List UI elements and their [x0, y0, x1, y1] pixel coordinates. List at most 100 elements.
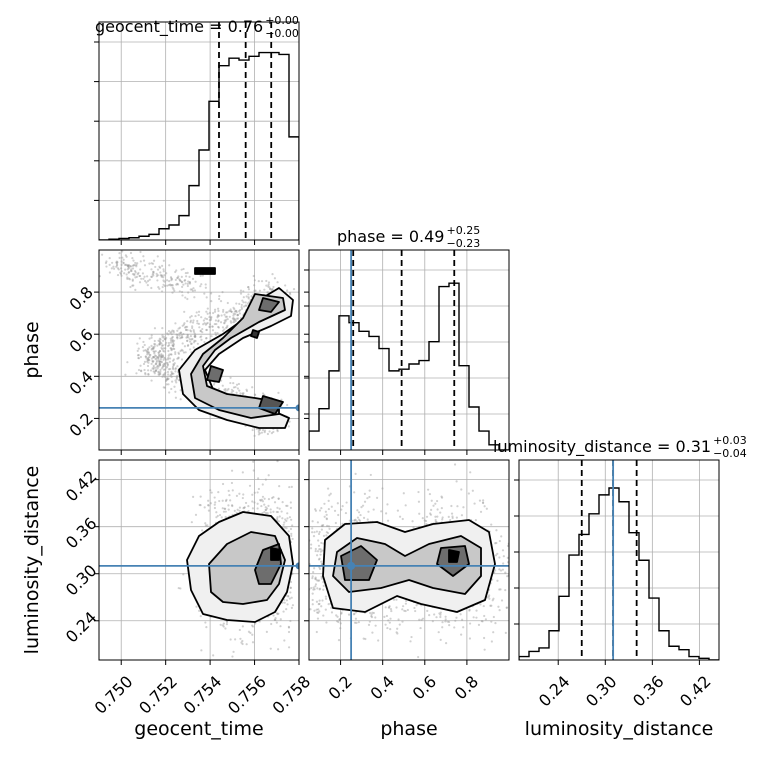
- density-geocent_time-luminosity_distance-ytick-label: 0.24: [62, 608, 101, 647]
- density-geocent_time-luminosity_distance-sample-dot: [263, 503, 266, 506]
- density-geocent_time-phase-sample-dot: [175, 283, 178, 286]
- density-geocent_time-phase-sample-dot: [176, 337, 179, 340]
- density-geocent_time-phase-sample-dot: [265, 279, 268, 283]
- density-geocent_time-luminosity_distance-sample-dot: [238, 509, 241, 512]
- density-geocent_time-phase-contour-inner: [206, 365, 224, 383]
- density-phase-luminosity_distance-sample-dot: [453, 626, 456, 629]
- density-geocent_time-phase-sample-dot: [171, 284, 174, 287]
- density-geocent_time-phase-sample-dot: [183, 326, 187, 329]
- density-phase-luminosity_distance-sample-dot: [402, 492, 405, 495]
- density-geocent_time-phase-sample-dot: [167, 330, 171, 333]
- density-phase-luminosity_distance-sample-dot: [368, 495, 371, 499]
- density-geocent_time-phase-sample-dot: [131, 257, 134, 260]
- density-geocent_time-phase-sample-dot: [172, 344, 175, 347]
- density-geocent_time-phase-sample-dot: [164, 358, 168, 361]
- density-geocent_time-phase-sample-dot: [193, 339, 196, 342]
- density-geocent_time-luminosity_distance-ytick-label: 0.42: [62, 467, 101, 506]
- density-geocent_time-phase-sample-dot: [146, 360, 149, 363]
- density-geocent_time-phase-sample-dot: [153, 342, 156, 346]
- density-phase-luminosity_distance-sample-dot: [370, 616, 374, 619]
- density-geocent_time-phase-sample-dot: [152, 370, 155, 373]
- density-geocent_time-luminosity_distance-sample-dot: [269, 508, 272, 511]
- density-phase-luminosity_distance-sample-dot: [369, 611, 372, 615]
- density-geocent_time-luminosity_distance-sample-dot: [252, 460, 255, 463]
- density-geocent_time-phase-sample-dot: [205, 310, 208, 313]
- density-geocent_time-phase-sample-dot: [146, 284, 149, 287]
- density-geocent_time-phase-sample-dot: [160, 361, 163, 364]
- density-phase-luminosity_distance-sample-dot: [316, 611, 319, 614]
- density-phase-luminosity_distance-sample-dot: [318, 567, 322, 570]
- density-phase-luminosity_distance-sample-dot: [312, 586, 315, 589]
- density-geocent_time-phase-sample-dot: [126, 264, 129, 267]
- density-geocent_time-luminosity_distance-sample-dot: [198, 609, 201, 612]
- density-geocent_time-phase-sample-dot: [144, 355, 147, 358]
- density-geocent_time-luminosity_distance-sample-dot: [260, 498, 263, 501]
- density-geocent_time-phase-sample-dot: [164, 347, 167, 350]
- density-geocent_time-phase-sample-dot: [200, 316, 203, 319]
- density-geocent_time-phase-sample-dot: [200, 338, 203, 341]
- density-geocent_time-phase-sample-dot: [160, 274, 164, 277]
- density-geocent_time-phase-sample-dot: [240, 305, 243, 309]
- density-geocent_time-phase-sample-dot: [232, 382, 235, 385]
- density-geocent_time-phase-sample-dot: [144, 373, 147, 376]
- density-geocent_time-luminosity_distance-sample-dot: [201, 529, 204, 532]
- density-geocent_time-phase-sample-dot: [186, 333, 189, 336]
- density-geocent_time-phase-sample-dot: [250, 294, 253, 298]
- density-geocent_time-phase-sample-dot: [236, 314, 239, 317]
- density-phase-luminosity_distance-sample-dot: [419, 626, 422, 630]
- density-phase-luminosity_distance-sample-dot: [355, 621, 358, 624]
- density-geocent_time-phase-sample-dot: [253, 279, 256, 282]
- density-phase-luminosity_distance-sample-dot: [329, 492, 332, 495]
- density-geocent_time-phase-sample-dot: [267, 291, 270, 294]
- density-geocent_time-phase-sample-dot: [127, 264, 130, 267]
- density-phase-luminosity_distance-sample-dot: [323, 515, 326, 518]
- density-phase-luminosity_distance-sample-dot: [490, 620, 493, 623]
- density-phase-luminosity_distance-sample-dot: [355, 520, 358, 523]
- density-phase-luminosity_distance-sample-dot: [410, 635, 413, 639]
- density-geocent_time-phase-sample-dot: [126, 264, 129, 267]
- density-phase-luminosity_distance-xtick-label: 0.2: [324, 672, 355, 703]
- density-phase-luminosity_distance-sample-dot: [318, 587, 322, 590]
- density-geocent_time-phase-sample-dot: [166, 363, 169, 366]
- density-phase-luminosity_distance-sample-dot: [475, 616, 478, 619]
- density-geocent_time-phase-sample-dot: [232, 306, 235, 309]
- density-geocent_time-phase-sample-dot: [180, 358, 184, 361]
- density-geocent_time-phase-sample-dot: [179, 279, 182, 282]
- density-geocent_time-phase-sample-dot: [193, 335, 196, 338]
- density-geocent_time-luminosity_distance-sample-dot: [281, 517, 284, 520]
- density-geocent_time-luminosity_distance-sample-dot: [225, 498, 228, 502]
- density-geocent_time-phase-sample-dot: [225, 311, 228, 314]
- density-geocent_time-phase-sample-dot: [161, 285, 164, 289]
- density-geocent_time-phase-sample-dot: [142, 362, 146, 366]
- density-geocent_time-luminosity_distance-sample-dot: [259, 499, 262, 502]
- density-geocent_time-phase-sample-dot: [157, 356, 160, 359]
- density-geocent_time-phase-sample-dot: [267, 283, 270, 286]
- density-geocent_time-luminosity_distance-sample-dot: [264, 508, 267, 511]
- density-geocent_time-phase-sample-dot: [131, 284, 134, 287]
- density-geocent_time-phase-sample-dot: [162, 386, 165, 389]
- density-geocent_time-phase-sample-dot: [257, 433, 260, 436]
- density-geocent_time-phase-sample-dot: [235, 383, 239, 386]
- density-phase-luminosity_distance-sample-dot: [353, 519, 357, 522]
- density-geocent_time-phase-sample-dot: [178, 290, 181, 293]
- density-geocent_time-luminosity_distance-sample-dot: [230, 481, 234, 485]
- density-geocent_time-luminosity_distance-sample-dot: [248, 484, 252, 487]
- density-geocent_time-phase-sample-dot: [139, 364, 142, 367]
- density-geocent_time-phase-sample-dot: [217, 326, 220, 329]
- density-geocent_time-phase-sample-dot: [166, 284, 169, 287]
- density-geocent_time-phase-sample-dot: [140, 370, 143, 373]
- density-phase-luminosity_distance-sample-dot: [366, 497, 369, 500]
- density-phase-luminosity_distance-sample-dot: [362, 516, 366, 519]
- density-geocent_time-phase-sample-dot: [223, 319, 226, 322]
- density-geocent_time-phase-sample-dot: [253, 284, 256, 287]
- density-geocent_time-luminosity_distance-sample-dot: [289, 591, 292, 594]
- density-geocent_time-phase-sample-dot: [211, 325, 214, 328]
- density-geocent_time-phase-sample-dot: [189, 330, 193, 333]
- density-geocent_time-phase-sample-dot: [173, 347, 176, 351]
- density-geocent_time-phase-sample-dot: [184, 296, 187, 299]
- density-phase-luminosity_distance-sample-dot: [441, 518, 444, 521]
- density-geocent_time-phase-sample-dot: [158, 343, 161, 346]
- density-geocent_time-phase-sample-dot: [186, 334, 189, 337]
- density-geocent_time-phase-sample-dot: [191, 337, 194, 341]
- density-geocent_time-phase-sample-dot: [185, 339, 189, 343]
